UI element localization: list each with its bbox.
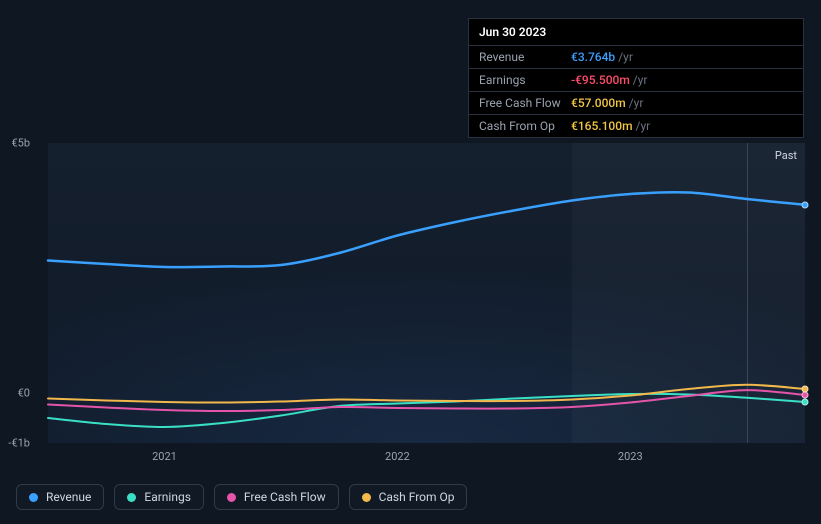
tooltip-metric-label: Earnings (479, 73, 571, 87)
tooltip-row: Earnings-€95.500m/yr (469, 69, 803, 92)
legend-label: Cash From Op (379, 490, 455, 504)
series-end-dot-earnings (802, 399, 809, 406)
x-axis-label: 2022 (385, 450, 410, 463)
tooltip-row: Revenue€3.764b/yr (469, 46, 803, 69)
y-axis-label: -€1b (0, 437, 30, 450)
tooltip-metric-unit: /yr (636, 119, 651, 133)
x-axis-label: 2021 (152, 450, 177, 463)
legend-dot-icon (127, 493, 136, 502)
legend-item-revenue[interactable]: Revenue (16, 484, 104, 510)
tooltip-metric-unit: /yr (633, 73, 648, 87)
tooltip-metric-value: -€95.500m (571, 73, 630, 87)
legend-label: Free Cash Flow (244, 490, 326, 504)
legend-dot-icon (362, 493, 371, 502)
series-line-revenue (48, 192, 805, 267)
tooltip-metric-value: €57.000m (571, 96, 626, 110)
legend-label: Revenue (46, 490, 91, 504)
financial-chart: €5b€0-€1b Past 202120222023 (16, 125, 805, 470)
tooltip-metric-unit: /yr (629, 96, 644, 110)
legend-item-cfo[interactable]: Cash From Op (349, 484, 468, 510)
chart-legend: Revenue Earnings Free Cash Flow Cash From O… (16, 484, 467, 510)
legend-label: Earnings (144, 490, 191, 504)
tooltip-metric-label: Revenue (479, 50, 571, 64)
tooltip-metric-label: Free Cash Flow (479, 96, 571, 110)
legend-item-earnings[interactable]: Earnings (114, 484, 204, 510)
tooltip-row: Free Cash Flow€57.000m/yr (469, 92, 803, 115)
plot-area[interactable]: Past (48, 143, 805, 443)
y-axis-label: €5b (0, 137, 30, 150)
tooltip-metric-value: €165.100m (571, 119, 633, 133)
tooltip-date: Jun 30 2023 (469, 19, 803, 46)
legend-dot-icon (227, 493, 236, 502)
legend-dot-icon (29, 493, 38, 502)
series-end-dot-revenue (802, 201, 809, 208)
series-end-dot-cfo (802, 386, 809, 393)
legend-item-fcf[interactable]: Free Cash Flow (214, 484, 339, 510)
tooltip-metric-value: €3.764b (571, 50, 615, 64)
tooltip-row: Cash From Op€165.100m/yr (469, 115, 803, 137)
chart-tooltip: Jun 30 2023 Revenue€3.764b/yrEarnings-€9… (468, 18, 804, 138)
tooltip-metric-unit: /yr (618, 50, 633, 64)
x-axis-label: 2023 (618, 450, 643, 463)
series-end-dot-fcf (802, 392, 809, 399)
y-axis-label: €0 (0, 387, 30, 400)
tooltip-metric-label: Cash From Op (479, 119, 571, 133)
